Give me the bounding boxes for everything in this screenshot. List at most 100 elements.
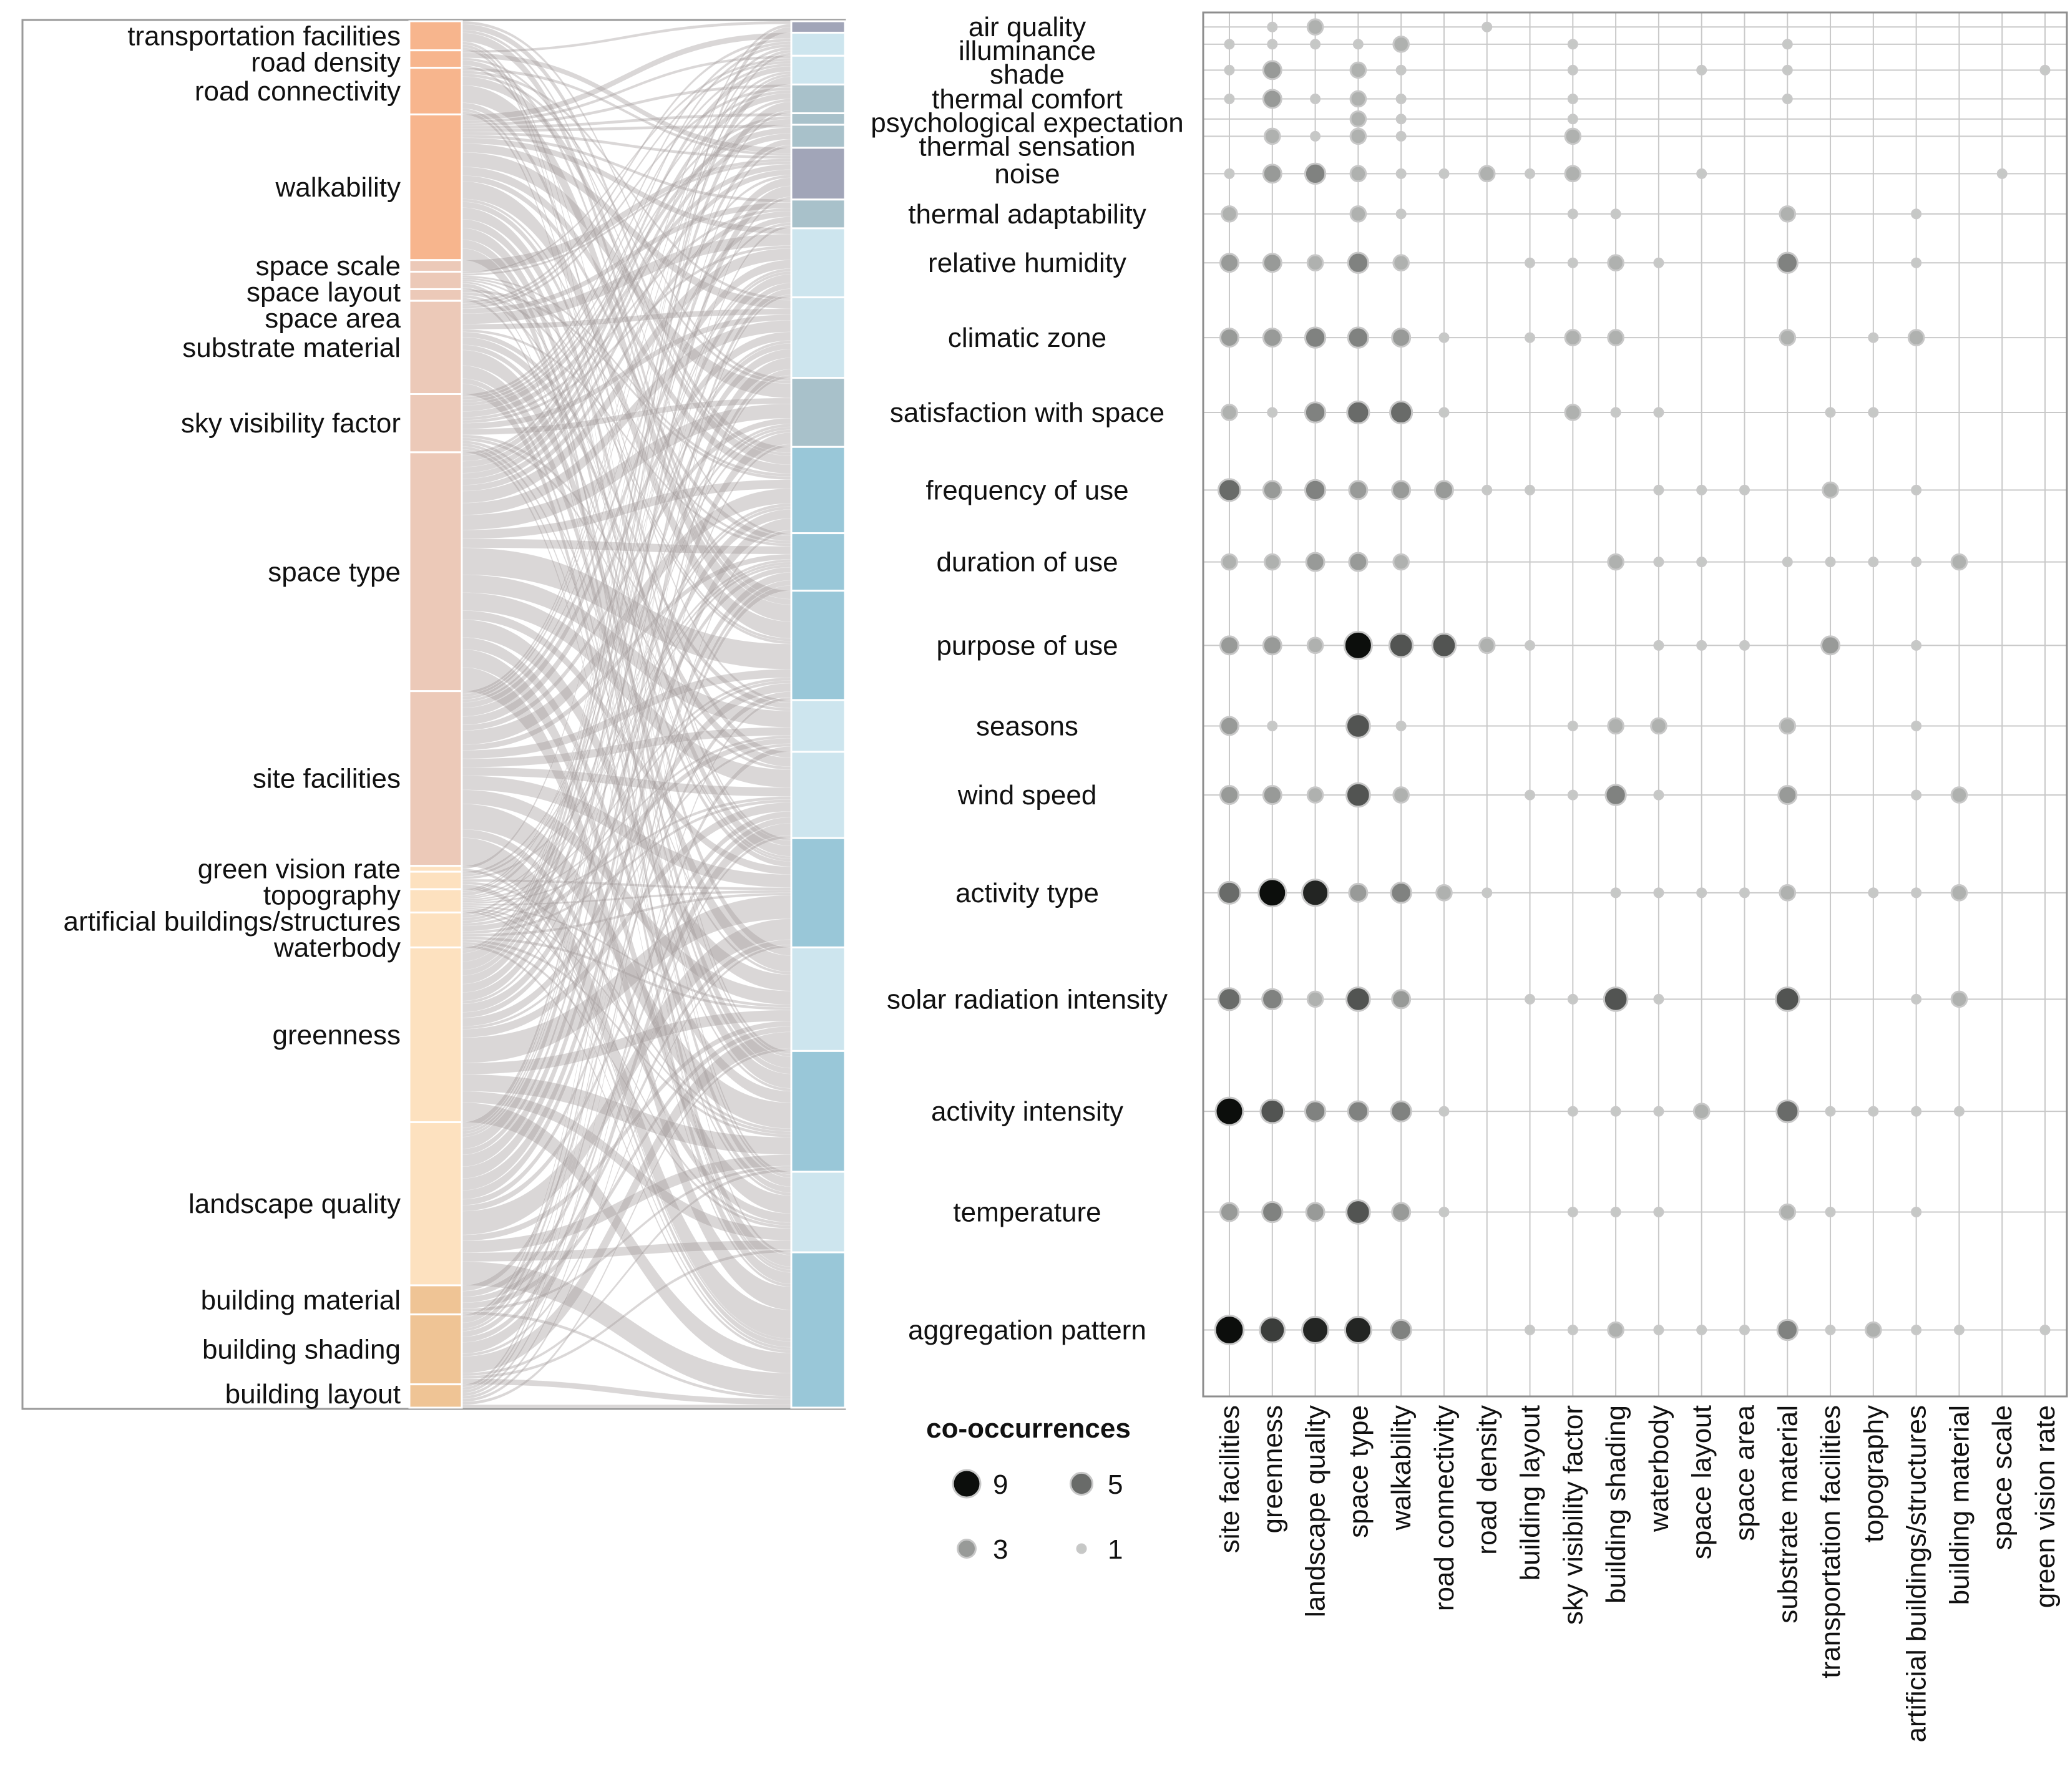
bubble-mark — [1392, 254, 1410, 272]
y-axis-label: air quality — [969, 12, 1086, 42]
bubble-mark — [1525, 789, 1536, 801]
bubble-mark — [1779, 329, 1797, 346]
x-axis-label: space area — [1729, 1405, 1760, 1541]
bubble-mark — [1607, 329, 1624, 346]
right-node — [790, 31, 846, 57]
bubble-mark — [1653, 887, 1664, 898]
bubble-mark — [1825, 1325, 1836, 1336]
bubble-mark — [1610, 208, 1621, 220]
right-node — [790, 1251, 846, 1409]
bubble-mark — [1259, 1317, 1286, 1344]
x-axis-label: road density — [1472, 1405, 1503, 1555]
bubble-mark — [1604, 784, 1627, 806]
bubble-mark — [1774, 986, 1800, 1012]
bubble-mark — [1696, 168, 1707, 179]
legend-label: 9 — [993, 1469, 1008, 1500]
bubble-mark — [1390, 1100, 1412, 1122]
y-axis-label: purpose of use — [936, 630, 1118, 661]
bubble-mark — [1438, 332, 1450, 343]
bubble-mark — [1692, 1103, 1711, 1120]
bubble-mark — [1868, 332, 1879, 343]
bubble-mark — [1567, 993, 1578, 1005]
bubble-mark — [1348, 552, 1369, 572]
bubble-mark — [1911, 720, 1922, 731]
bubble-mark — [1610, 887, 1621, 898]
bubble-mark — [1825, 1207, 1836, 1218]
bubble-mark — [1438, 168, 1450, 179]
legend-mark — [952, 1469, 982, 1499]
flow-ribbon — [461, 1405, 792, 1408]
bubble-mark — [1782, 557, 1793, 568]
bubble-mark — [1564, 329, 1582, 346]
right-node — [790, 837, 846, 948]
left-node — [408, 690, 463, 867]
bubble-mark — [1349, 165, 1367, 183]
bubble-mark — [1607, 717, 1624, 735]
left-node — [408, 288, 463, 302]
bubble-mark — [1653, 557, 1664, 568]
left-axis-label: building shading — [202, 1335, 401, 1365]
bubble-mark — [1390, 1318, 1412, 1342]
bubble-mark — [1344, 1316, 1372, 1345]
y-axis-label: thermal comfort — [932, 84, 1123, 114]
bubble-mark — [1263, 127, 1281, 145]
y-axis-label: frequency of use — [925, 475, 1128, 505]
left-node — [408, 1284, 463, 1316]
left-node — [408, 20, 463, 52]
bubble-mark — [1564, 165, 1582, 183]
bubble-mark — [1868, 887, 1879, 898]
bubble-mark — [1305, 1202, 1325, 1222]
y-axis-label: noise — [994, 158, 1060, 189]
bubble-mark — [1388, 633, 1414, 658]
left-node — [408, 259, 463, 273]
left-axis-label: road density — [251, 47, 401, 77]
right-node — [790, 446, 846, 535]
bubble-mark — [1262, 253, 1282, 273]
x-axis-label: space type — [1343, 1405, 1374, 1538]
x-axis-label: space layout — [1687, 1405, 1717, 1559]
x-axis-label: artificial buildings/structures — [1902, 1405, 1932, 1742]
x-axis-label: building layout — [1515, 1405, 1546, 1580]
bubble-mark — [1776, 1318, 1799, 1342]
left-node — [408, 1121, 463, 1287]
bubble-mark — [1779, 205, 1797, 223]
right-axis-nodes — [790, 20, 846, 1409]
bubble-mark — [2039, 1325, 2051, 1336]
bubble-mark — [1653, 1207, 1664, 1218]
left-node — [408, 870, 463, 890]
bubble-mark — [1564, 127, 1582, 145]
bubble-mark — [1610, 1207, 1621, 1218]
bubble-mark — [1907, 329, 1925, 346]
bubble-mark — [1567, 64, 1578, 75]
left-axis-label: substrate material — [182, 333, 401, 363]
bubble-mark — [1219, 253, 1239, 273]
x-axis-label: landscape quality — [1301, 1405, 1331, 1617]
y-axis-label: climatic zone — [948, 323, 1106, 353]
bubble-mark — [1696, 484, 1707, 495]
left-axis-label: walkability — [275, 172, 401, 203]
bubble-plot-frame — [1202, 11, 2068, 1398]
left-axis-label: site facilities — [253, 764, 401, 794]
bubble-mark — [1911, 1207, 1922, 1218]
x-axis-label: greenness — [1257, 1405, 1288, 1533]
left-axis-label: greenness — [273, 1020, 401, 1050]
bubble-mark — [1825, 407, 1836, 418]
bubble-mark — [1390, 882, 1412, 904]
bubble-mark — [1345, 713, 1371, 739]
bubble-mark — [1347, 1100, 1370, 1122]
bubble-mark — [1306, 636, 1324, 655]
right-node — [790, 699, 846, 753]
bubble-mark — [1343, 630, 1373, 660]
y-axis-label: activity type — [955, 878, 1099, 908]
legend-mark — [1076, 1543, 1087, 1554]
bubble-mark — [1525, 640, 1536, 651]
bubble-mark — [1525, 1325, 1536, 1336]
bubble-mark — [1567, 1325, 1578, 1336]
bubble-mark — [1262, 60, 1282, 80]
left-node — [408, 299, 463, 396]
bubble-mark — [1776, 251, 1799, 274]
bubble-mark — [1391, 989, 1412, 1010]
bubble-mark — [1214, 1096, 1244, 1126]
